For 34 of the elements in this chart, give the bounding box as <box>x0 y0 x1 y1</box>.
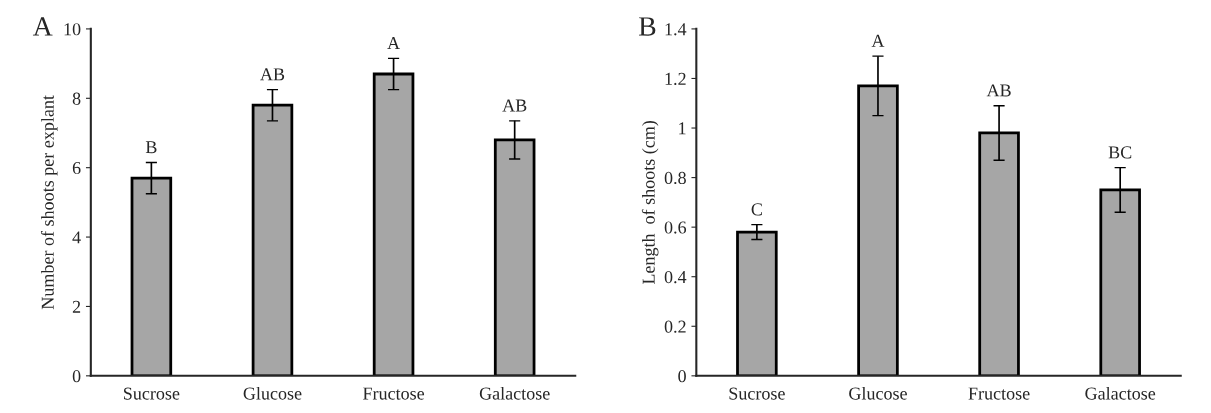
y-tick-label: 10 <box>64 23 81 36</box>
x-tick-label: Sucrose <box>124 387 180 400</box>
annotation: BC <box>1108 146 1132 159</box>
y-tick-label: 0.2 <box>664 320 686 333</box>
annotation: AB <box>502 99 527 112</box>
y-tick-label: 0.8 <box>664 171 686 185</box>
y-tick-label: 0.6 <box>664 221 687 234</box>
x-tick-label: Glucose <box>243 386 302 400</box>
chart-title: A <box>32 17 53 36</box>
y-tick-label: 0.4 <box>664 270 687 284</box>
chart-title: B <box>639 17 656 36</box>
x-tick-label: Galactose <box>479 386 550 400</box>
y-tick-label: 6 <box>72 161 81 175</box>
annotation: A <box>387 37 400 49</box>
y-axis-title: Length of shoots (cm) <box>641 120 659 285</box>
y-tick-label: 4 <box>72 231 81 244</box>
annotation: AB <box>260 68 285 81</box>
y-tick-label: 0 <box>72 370 81 383</box>
x-tick-label: Fructose <box>968 387 1030 400</box>
y-tick-label: 1 <box>679 122 686 135</box>
x-tick-label: Fructose <box>363 387 425 400</box>
y-tick-label: 0 <box>678 370 686 383</box>
annotation: AB <box>986 84 1011 97</box>
y-tick-label: 2 <box>72 300 81 313</box>
y-tick-label: 8 <box>72 92 81 105</box>
y-axis-title: Number of shoots per explant <box>40 95 58 310</box>
annotation: B <box>145 141 157 154</box>
y-tick-label: 1.2 <box>665 72 686 85</box>
annotation: C <box>751 203 762 216</box>
y-tick-label: 1.4 <box>665 23 687 36</box>
x-tick-label: Galactose <box>1085 386 1156 400</box>
annotation: A <box>871 34 885 47</box>
x-tick-label: Sucrose <box>729 387 785 400</box>
x-tick-label: Glucose <box>849 386 907 400</box>
